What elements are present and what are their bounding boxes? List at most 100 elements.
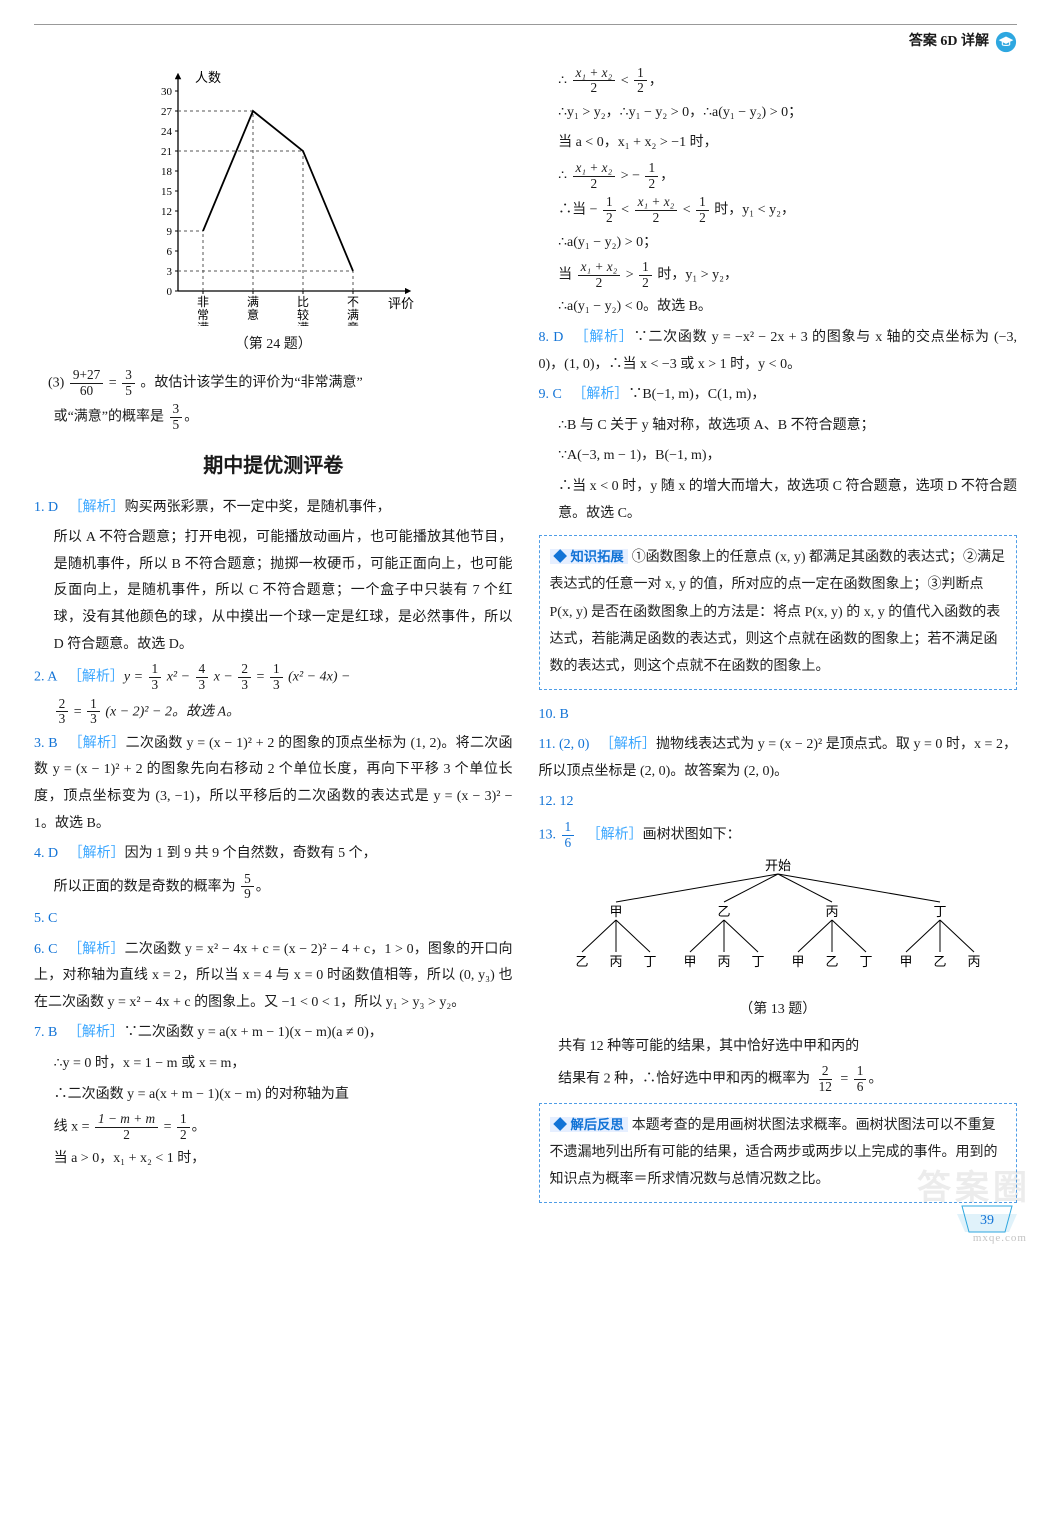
svg-text:开始: 开始 [765,858,791,873]
svg-text:满: 满 [347,308,359,322]
q7-r4: ∴ x₁ + x₂2 > − 12， [539,161,1018,191]
q24-3-prefix: (3) [48,376,64,391]
frac-36-60: 9+2760 [70,368,103,398]
svg-text:丙: 丙 [825,904,838,919]
q2-ans: A [47,670,57,685]
q9-l1: ∵B(−1, m)，C(1, m)， [628,387,765,402]
frac-3-5-b: 35 [170,402,183,432]
svg-text:满: 满 [197,321,209,326]
svg-text:不: 不 [347,295,359,309]
chart-caption: （第 24 题） [34,332,513,359]
q4: 4. D ［解析］因为 1 到 9 共 9 个自然数，奇数有 5 个， [34,841,513,868]
svg-text:0: 0 [167,286,173,298]
svg-text:非: 非 [197,295,209,309]
q4-num: 4. [34,846,45,861]
q7-r5: ∴当 − 12 < x₁ + x₂2 < 12 时，y₁ < y₂， [539,195,1018,225]
svg-text:丙: 丙 [609,954,622,969]
q6: 6. C ［解析］二次函数 y = x² − 4x + c = (x − 2)²… [34,937,513,1017]
q7-r6: ∴a(y₁ − y₂) > 0； [539,230,1018,257]
q24-3-line1: (3) 9+2760 = 35 。故估计该学生的评价为“非常满意” [34,368,513,398]
q4-l2: 所以正面的数是奇数的概率为 59。 [34,872,513,902]
q10-ans: B [560,707,569,722]
svg-text:15: 15 [161,186,173,198]
q7-r1: ∴ x₁ + x₂2 < 12， [539,66,1018,96]
q9-num: 9. [539,387,550,402]
section-title: 期中提优测评卷 [34,447,513,485]
q13-tag: ［解析］ [587,827,643,842]
svg-text:30: 30 [161,86,173,98]
q10-num: 10. [539,707,557,722]
q1-num: 1. [34,500,45,515]
q10: 10. B [539,702,1018,729]
page-header: 答案 6D 详解 [34,24,1017,56]
q11-tag: ［解析］ [600,737,656,752]
svg-text:甲: 甲 [683,954,696,969]
left-column: 人数 评价 036912151821242730 非常满意满意比较满意不满意 （… [34,66,513,1215]
svg-text:丙: 丙 [967,954,980,969]
q9-ans: C [553,387,562,402]
q7-l5: 当 a > 0，x₁ + x₂ < 1 时， [34,1146,513,1173]
q11: 11. (2, 0) ［解析］抛物线表达式为 y = (x − 2)² 是顶点式… [539,732,1018,785]
q7-r2: ∴y₁ > y₂，∴y₁ − y₂ > 0，∴a(y₁ − y₂) > 0； [539,100,1018,127]
q8-num: 8. [539,330,550,345]
q1-cont: 所以 A 不符合题意；打开电视，可能播放动画片，也可能播放其他节目，是随机事件，… [34,525,513,658]
q11-ans: (2, 0) [559,737,589,752]
q9-l2: ∴B 与 C 关于 y 轴对称，故选项 A、B 不符合题意； [539,413,1018,440]
page-number: 39 [957,1204,1017,1245]
q3-num: 3. [34,736,45,751]
box1-label: ◆ 知识拓展 [550,549,628,564]
q6-ans: C [48,942,57,957]
svg-text:乙: 乙 [717,904,730,919]
q7-l3: ∴二次函数 y = a(x + m − 1)(x − m) 的对称轴为直 [34,1082,513,1109]
q13: 13. 16 ［解析］画树状图如下： [539,820,1018,850]
q8-ans: D [553,330,563,345]
q13-ans-frac: 16 [562,820,575,850]
q7-l4: 线 x = 1 − m + m2 = 12。 [34,1112,513,1142]
q3-tag: ［解析］ [68,736,125,751]
q4-t2: 所以正面的数是奇数的概率为 [54,879,236,894]
q7-l1: ∵二次函数 y = a(x + m − 1)(x − m)(a ≠ 0)， [124,1025,383,1040]
q6-tag: ［解析］ [68,942,125,957]
chart-q24: 人数 评价 036912151821242730 非常满意满意比较满意不满意 [34,66,513,326]
svg-text:18: 18 [161,166,173,178]
q1-ans: D [48,500,58,515]
q7-num: 7. [34,1025,45,1040]
x-title: 评价 [388,296,414,311]
q13-intro: 画树状图如下： [643,827,741,842]
q11-num: 11. [539,737,556,752]
svg-text:满: 满 [247,295,259,309]
reflection-box: ◆ 解后反思本题考查的是用画树状图法求概率。画树状图法可以不重复不遗漏地列出所有… [539,1103,1018,1203]
svg-text:6: 6 [167,246,173,258]
q3: 3. B ［解析］二次函数 y = (x − 1)² + 2 的图象的顶点坐标为… [34,731,513,837]
knowledge-box: ◆ 知识拓展①函数图象上的任意点 (x, y) 都满足其函数的表达式；②满足表达… [539,535,1018,689]
header-label: 答案 6D 详解 [909,29,989,56]
q8-tag: ［解析］ [575,330,634,345]
svg-text:9: 9 [167,226,173,238]
q2: 2. A ［解析］y = 13 x² − 43 x − 23 = 13 (x² … [34,662,513,692]
q7-tag: ［解析］ [68,1025,124,1040]
svg-text:满: 满 [297,321,309,326]
svg-text:较: 较 [297,307,309,322]
q8: 8. D ［解析］∵二次函数 y = −x² − 2x + 3 的图象与 x 轴… [539,325,1018,378]
svg-text:乙: 乙 [575,954,588,969]
q2-num: 2. [34,670,45,685]
grad-cap-icon [995,31,1017,53]
q9: 9. C ［解析］∵B(−1, m)，C(1, m)， [539,382,1018,409]
svg-text:甲: 甲 [791,954,804,969]
q2-m1: y = [124,670,147,685]
q9-l3: ∵A(−3, m − 1)，B(−1, m)， [539,443,1018,470]
q5-num: 5. [34,911,45,926]
q13-t1: 共有 12 种等可能的结果，其中恰好选中甲和丙的 [539,1034,1018,1061]
q4-tag: ［解析］ [69,846,125,861]
box2-label: ◆ 解后反思 [550,1117,628,1132]
q13-t2: 结果有 2 种，∴恰好选中甲和丙的概率为 212 = 16。 [539,1064,1018,1094]
svg-text:24: 24 [161,126,173,138]
q13-num: 13. [539,827,557,842]
q2-line2: 23 = 13 (x − 2)² − 2。故选 A。 [34,697,513,727]
q7-ans: B [48,1025,57,1040]
q9-tag: ［解析］ [572,387,628,402]
q7-r3: 当 a < 0，x₁ + x₂ > −1 时， [539,130,1018,157]
q9-l4: ∴当 x < 0 时，y 随 x 的增大而增大，故选项 C 符合题意，选项 D … [539,474,1018,527]
svg-text:比: 比 [297,295,309,309]
svg-text:乙: 乙 [825,954,838,969]
